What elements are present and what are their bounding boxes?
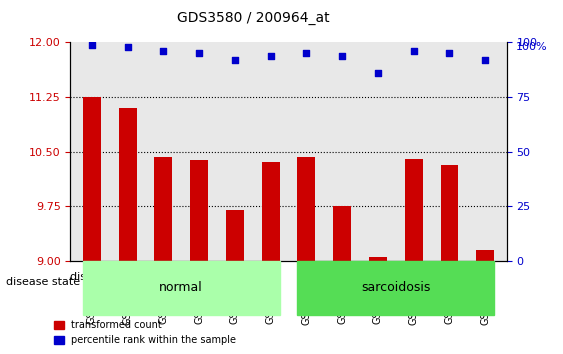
- Point: [302, 51, 311, 56]
- Point: [87, 42, 96, 47]
- Bar: [333, 206, 351, 261]
- Text: normal: normal: [159, 281, 203, 294]
- Point: [230, 57, 239, 63]
- Point: [123, 44, 132, 50]
- Text: disease state: disease state: [70, 272, 145, 282]
- Bar: [226, 210, 244, 261]
- Bar: [297, 156, 315, 261]
- Bar: [440, 165, 458, 261]
- Point: [409, 48, 418, 54]
- Point: [159, 48, 168, 54]
- Point: [195, 51, 204, 56]
- Point: [338, 53, 347, 58]
- Bar: [262, 162, 280, 261]
- Bar: [405, 159, 423, 261]
- Point: [481, 57, 490, 63]
- Text: disease state: disease state: [6, 277, 80, 287]
- Text: 100%: 100%: [516, 42, 547, 52]
- Text: GDS3580 / 200964_at: GDS3580 / 200964_at: [177, 11, 330, 25]
- Point: [373, 70, 382, 76]
- Text: sarcoidosis: sarcoidosis: [361, 281, 431, 294]
- Bar: [154, 156, 172, 261]
- Bar: [83, 97, 101, 261]
- Legend: transformed count, percentile rank within the sample: transformed count, percentile rank withi…: [50, 316, 240, 349]
- Bar: [476, 250, 494, 261]
- Point: [445, 51, 454, 56]
- Bar: [119, 108, 137, 261]
- Bar: [190, 160, 208, 261]
- Point: [266, 53, 275, 58]
- Bar: [369, 257, 387, 261]
